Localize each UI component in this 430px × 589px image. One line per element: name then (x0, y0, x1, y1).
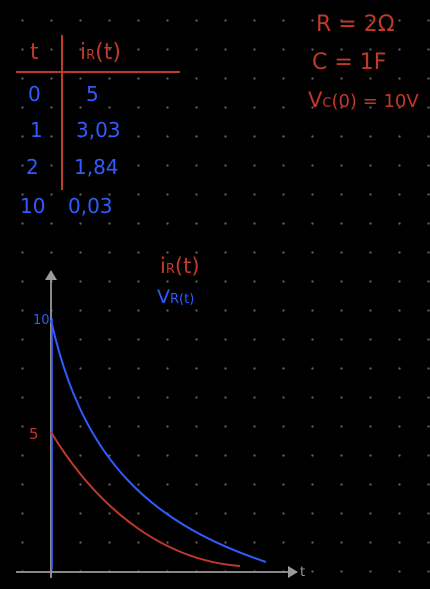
table-row-3-t: 10 (20, 194, 46, 218)
table-row-2-t: 2 (26, 155, 39, 179)
table-row-0-i: 5 (86, 82, 99, 106)
table-row-1-t: 1 (30, 118, 43, 142)
param-vc-v: V (308, 88, 323, 112)
table-row-0-t: 0 (28, 82, 41, 106)
y-tick-10: 10 (33, 313, 50, 328)
table-header-i-subscript: R (86, 48, 96, 63)
graph-label-i-arg: (t) (174, 254, 200, 278)
graph-label-voltage: VR(t) (157, 286, 194, 308)
param-vc-rest: (0) = 10V (331, 91, 419, 112)
graph-label-v: V (157, 286, 170, 308)
voltage-curve (50, 319, 267, 563)
current-curve (50, 431, 241, 567)
x-axis-label: t (300, 565, 306, 580)
table-header-i-arg: (t) (95, 40, 121, 65)
table-row-3-i: 0,03 (68, 194, 113, 218)
table-header-t: t (30, 40, 39, 65)
param-capacitance: C = 1F (312, 50, 387, 75)
param-vc-subscript: C (322, 96, 332, 111)
table-header-current: iR(t) (80, 40, 121, 65)
graph-label-v-subscript: R(t) (170, 292, 195, 307)
y-axis-arrowhead (45, 270, 57, 280)
y-tick-5: 5 (29, 425, 39, 443)
x-axis-arrowhead (288, 566, 298, 578)
graph-label-i-subscript: R (165, 262, 175, 277)
table-row-1-i: 3,03 (76, 118, 121, 142)
table-header-i: i (80, 40, 87, 65)
param-resistance: R = 2Ω (316, 12, 395, 37)
graph-label-i: i (160, 254, 166, 278)
table-row-2-i: 1,84 (74, 155, 119, 179)
param-initial-voltage: VC(0) = 10V (308, 88, 419, 112)
graph-label-current: iR(t) (160, 254, 200, 278)
